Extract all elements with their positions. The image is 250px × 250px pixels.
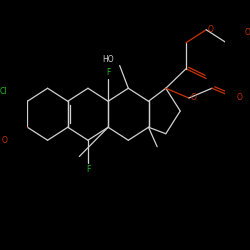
Text: O: O	[1, 136, 7, 145]
Text: Cl: Cl	[0, 87, 7, 96]
Text: O: O	[191, 94, 197, 102]
Text: HO: HO	[102, 55, 114, 64]
Text: O: O	[237, 94, 243, 102]
Text: O: O	[245, 28, 250, 38]
Text: F: F	[106, 68, 110, 77]
Text: O: O	[207, 25, 213, 34]
Text: F: F	[86, 165, 90, 174]
